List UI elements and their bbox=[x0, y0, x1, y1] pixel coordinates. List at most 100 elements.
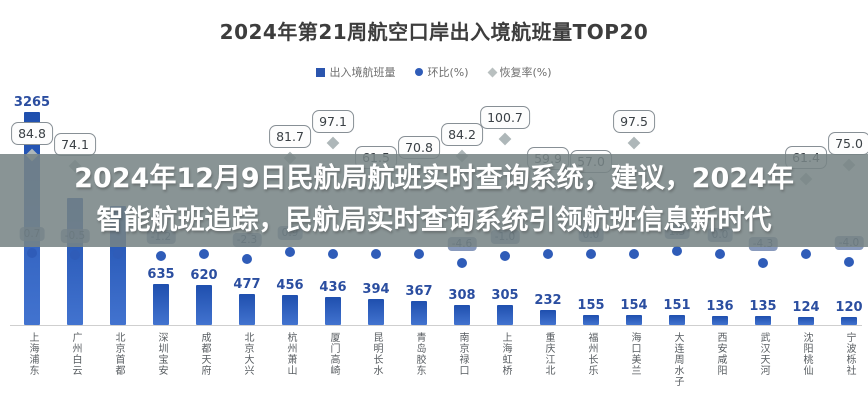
mom-dot bbox=[629, 249, 639, 259]
recovery-diamond bbox=[627, 136, 641, 149]
recovery-value-box: 75.0 bbox=[828, 132, 868, 155]
bar-value-label: 154 bbox=[620, 298, 648, 313]
bar bbox=[454, 305, 470, 325]
mom-dot bbox=[27, 247, 37, 258]
bar bbox=[540, 310, 556, 325]
legend-item-recovery: 恢复率(%) bbox=[487, 64, 552, 80]
recovery-value-box: 97.1 bbox=[312, 109, 354, 133]
bar-series-icon bbox=[316, 67, 326, 77]
bar bbox=[669, 315, 685, 325]
bar-value-label: 232 bbox=[534, 293, 562, 308]
x-axis-label: 青岛胶东 bbox=[414, 332, 425, 376]
bar bbox=[798, 317, 814, 325]
mom-dot bbox=[414, 249, 424, 259]
legend-item-mom: 环比(%) bbox=[415, 64, 469, 80]
mom-dot bbox=[500, 251, 510, 261]
mom-dot bbox=[328, 249, 338, 259]
mom-dot bbox=[844, 257, 854, 267]
bar bbox=[153, 284, 169, 325]
mom-dot bbox=[801, 249, 811, 259]
bar-value-label: 635 bbox=[147, 267, 175, 282]
bar bbox=[626, 315, 642, 325]
x-axis-label: 武汉天河 bbox=[758, 332, 769, 376]
mom-dot bbox=[113, 249, 123, 259]
chart-title: 2024年第21周航空口岸出入境航班量TOP20 bbox=[219, 20, 649, 44]
x-axis-label: 重庆江北 bbox=[543, 332, 554, 376]
bar-value-label: 135 bbox=[749, 299, 777, 314]
mom-dot bbox=[543, 249, 553, 259]
mom-dot bbox=[371, 249, 381, 259]
mom-dot bbox=[586, 249, 596, 259]
bar-value-label: 308 bbox=[448, 288, 476, 303]
bar-value-label: 456 bbox=[276, 278, 304, 293]
x-axis-label: 沈阳桃仙 bbox=[801, 332, 812, 376]
x-axis-line bbox=[10, 325, 862, 326]
mom-dot bbox=[285, 247, 295, 258]
x-axis-label: 宁波栎社 bbox=[844, 332, 855, 376]
x-axis-label: 南京禄口 bbox=[457, 332, 468, 376]
mom-dot bbox=[156, 251, 166, 262]
recovery-value-box: 97.5 bbox=[613, 109, 655, 133]
x-axis-label: 大连周水子 bbox=[672, 332, 683, 387]
bar bbox=[712, 316, 728, 325]
bar bbox=[497, 305, 513, 325]
mom-dot bbox=[672, 246, 682, 256]
x-axis-label: 广州白云 bbox=[70, 332, 81, 376]
mom-dot bbox=[758, 257, 768, 268]
bar-value-label: 120 bbox=[835, 300, 863, 315]
bar-value-label: 620 bbox=[190, 268, 218, 283]
mom-dot bbox=[457, 258, 467, 269]
x-axis-label: 成都天府 bbox=[199, 332, 210, 376]
bar-value-label: 305 bbox=[491, 288, 519, 303]
bar bbox=[325, 297, 341, 325]
bar-value-label: 394 bbox=[362, 282, 390, 297]
mom-dot bbox=[70, 250, 80, 260]
circle-series-icon bbox=[415, 68, 424, 76]
x-axis-label: 深圳宝安 bbox=[156, 332, 167, 376]
bar-value-label: 124 bbox=[792, 300, 820, 315]
recovery-value-box: 74.1 bbox=[54, 132, 96, 156]
recovery-value-box: 84.8 bbox=[11, 122, 53, 146]
banner-line-1: 2024年12月9日民航局航班实时查询系统，建议，2024年 bbox=[74, 163, 794, 194]
mom-dot bbox=[242, 253, 252, 264]
bar bbox=[411, 301, 427, 325]
bar-value-label: 136 bbox=[706, 299, 734, 314]
legend-label-mom: 环比(%) bbox=[427, 66, 469, 79]
bar bbox=[239, 294, 255, 325]
x-axis-label: 西安咸阳 bbox=[715, 332, 726, 376]
recovery-value-box: 70.8 bbox=[398, 136, 440, 160]
bar bbox=[196, 285, 212, 325]
recovery-diamond bbox=[326, 136, 340, 150]
mom-dot bbox=[199, 249, 209, 259]
mom-dot bbox=[715, 249, 725, 259]
x-axis-label: 上海浦东 bbox=[27, 332, 38, 376]
x-axis-label: 杭州萧山 bbox=[285, 332, 296, 376]
x-axis-label: 厦门高崎 bbox=[328, 332, 339, 376]
bar bbox=[368, 299, 384, 325]
bar-value-label: 3265 bbox=[13, 95, 51, 110]
legend-label-flights: 出入境航班量 bbox=[329, 66, 396, 79]
x-axis-label: 海口美兰 bbox=[629, 332, 640, 376]
bar-value-label: 151 bbox=[663, 298, 691, 313]
overlay-banner: 2024年12月9日民航局航班实时查询系统，建议，2024年 智能航班追踪，民航… bbox=[0, 154, 868, 247]
x-axis-label: 福州长乐 bbox=[586, 332, 597, 376]
legend-label-recovery: 恢复率(%) bbox=[499, 66, 552, 79]
bar-value-label: 436 bbox=[319, 280, 347, 295]
x-axis-label: 北京首都 bbox=[113, 332, 124, 376]
recovery-value-box: 100.7 bbox=[480, 106, 530, 130]
recovery-value-box: 81.7 bbox=[269, 125, 311, 149]
recovery-diamond bbox=[498, 132, 512, 146]
chart-legend: 出入境航班量 环比(%) 恢复率(%) bbox=[0, 64, 868, 80]
bar bbox=[755, 316, 771, 325]
bar bbox=[583, 315, 599, 325]
bar-value-label: 477 bbox=[233, 277, 261, 292]
legend-item-flights: 出入境航班量 bbox=[316, 64, 395, 80]
bar bbox=[282, 295, 298, 325]
x-axis-label: 上海虹桥 bbox=[500, 332, 511, 376]
bar bbox=[841, 317, 857, 325]
bar-value-label: 155 bbox=[577, 298, 605, 313]
recovery-value-box: 84.2 bbox=[441, 122, 483, 146]
banner-line-2: 智能航班追踪，民航局实时查询系统引领航班信息新时代 bbox=[96, 205, 772, 236]
x-axis-label: 北京大兴 bbox=[242, 332, 253, 376]
